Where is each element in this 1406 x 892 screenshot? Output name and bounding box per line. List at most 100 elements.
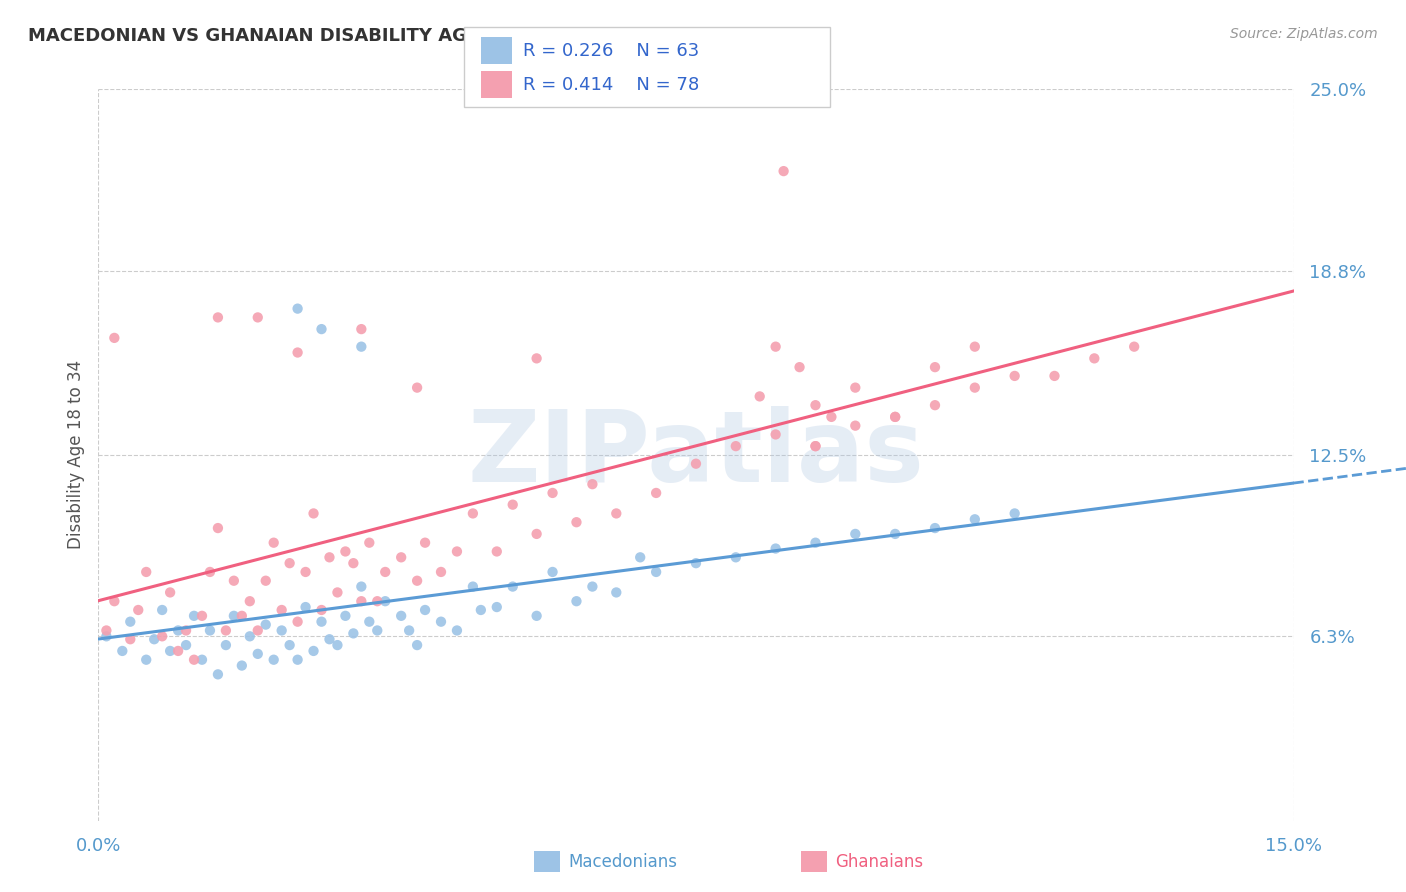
- Point: [263, 653, 285, 667]
- Point: [724, 439, 747, 453]
- Point: [502, 498, 524, 512]
- Point: [924, 360, 946, 375]
- Point: [374, 594, 396, 608]
- Point: [215, 638, 238, 652]
- Point: [222, 608, 245, 623]
- Point: [287, 301, 309, 316]
- Text: R = 0.414    N = 78: R = 0.414 N = 78: [523, 76, 699, 94]
- Text: Source: ZipAtlas.com: Source: ZipAtlas.com: [1230, 27, 1378, 41]
- Point: [963, 340, 986, 354]
- Point: [326, 585, 349, 599]
- Point: [605, 507, 627, 521]
- Point: [311, 615, 333, 629]
- Point: [565, 515, 588, 529]
- Point: [765, 427, 787, 442]
- Point: [884, 527, 907, 541]
- Point: [167, 644, 190, 658]
- Point: [191, 653, 214, 667]
- Point: [366, 594, 388, 608]
- Point: [1004, 507, 1026, 521]
- Text: ZIPatlas: ZIPatlas: [468, 407, 924, 503]
- Point: [120, 632, 142, 647]
- Point: [963, 381, 986, 395]
- Point: [844, 381, 866, 395]
- Point: [470, 603, 492, 617]
- Point: [120, 615, 142, 629]
- Point: [804, 535, 827, 549]
- Point: [924, 521, 946, 535]
- Point: [326, 638, 349, 652]
- Point: [111, 644, 134, 658]
- Point: [302, 644, 325, 658]
- Point: [103, 594, 125, 608]
- Point: [844, 527, 866, 541]
- Point: [485, 544, 508, 558]
- Point: [198, 565, 221, 579]
- Point: [294, 565, 316, 579]
- Point: [135, 653, 157, 667]
- Point: [335, 608, 357, 623]
- Point: [335, 544, 357, 558]
- Point: [270, 603, 292, 617]
- Point: [159, 644, 181, 658]
- Point: [359, 535, 381, 549]
- Point: [159, 585, 181, 599]
- Point: [246, 310, 269, 325]
- Point: [804, 439, 827, 453]
- Point: [406, 574, 429, 588]
- Point: [96, 624, 118, 638]
- Point: [565, 594, 588, 608]
- Point: [685, 556, 707, 570]
- Point: [127, 603, 149, 617]
- Point: [174, 624, 197, 638]
- Point: [628, 550, 651, 565]
- Point: [350, 594, 373, 608]
- Point: [207, 310, 229, 325]
- Point: [150, 629, 173, 643]
- Point: [183, 653, 205, 667]
- Text: R = 0.226    N = 63: R = 0.226 N = 63: [523, 42, 699, 60]
- Point: [884, 409, 907, 424]
- Point: [366, 624, 388, 638]
- Point: [804, 398, 827, 412]
- Point: [374, 565, 396, 579]
- Point: [207, 521, 229, 535]
- Point: [430, 565, 453, 579]
- Point: [183, 608, 205, 623]
- Point: [1043, 368, 1066, 383]
- Point: [605, 585, 627, 599]
- Point: [350, 340, 373, 354]
- Point: [526, 608, 548, 623]
- Point: [103, 331, 125, 345]
- Point: [318, 550, 340, 565]
- Point: [526, 527, 548, 541]
- Point: [502, 580, 524, 594]
- Point: [748, 389, 770, 403]
- Point: [239, 594, 262, 608]
- Point: [804, 439, 827, 453]
- Point: [231, 608, 253, 623]
- Point: [526, 351, 548, 366]
- Point: [342, 626, 364, 640]
- Point: [311, 603, 333, 617]
- Point: [342, 556, 364, 570]
- Point: [398, 624, 420, 638]
- Point: [963, 512, 986, 526]
- Point: [239, 629, 262, 643]
- Point: [581, 580, 603, 594]
- Point: [772, 164, 794, 178]
- Point: [263, 535, 285, 549]
- Point: [461, 507, 484, 521]
- Point: [222, 574, 245, 588]
- Y-axis label: Disability Age 18 to 34: Disability Age 18 to 34: [66, 360, 84, 549]
- Point: [287, 615, 309, 629]
- Point: [406, 381, 429, 395]
- Point: [446, 624, 468, 638]
- Point: [318, 632, 340, 647]
- Text: Ghanaians: Ghanaians: [835, 853, 924, 871]
- Point: [389, 550, 412, 565]
- Text: Macedonians: Macedonians: [568, 853, 678, 871]
- Point: [287, 345, 309, 359]
- Point: [765, 541, 787, 556]
- Point: [541, 565, 564, 579]
